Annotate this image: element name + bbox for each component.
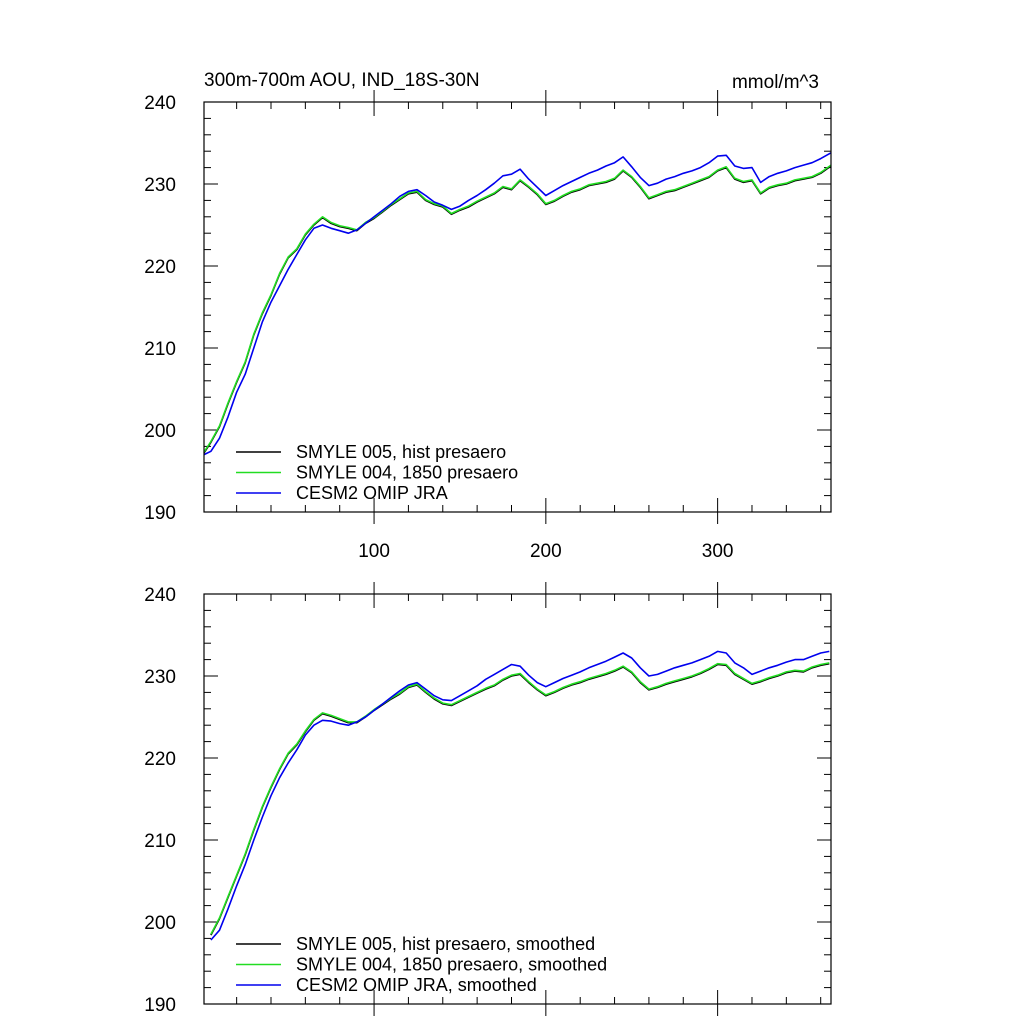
x-tick-label: 200 <box>530 541 562 562</box>
top-plot-frame <box>203 101 832 513</box>
y-tick-label: 190 <box>144 503 176 524</box>
y-tick-label: 230 <box>144 667 176 688</box>
legend-label: SMYLE 005, hist presaero, smoothed <box>296 934 595 954</box>
series-line-2 <box>210 650 830 941</box>
y-tick-label: 200 <box>144 913 176 934</box>
bottom-panel: 190 200 210 220 230 240 SMYLE 005, hist presa… <box>144 582 832 1016</box>
series-line-1 <box>203 164 832 453</box>
series-line-1 <box>210 662 830 935</box>
y-tick-label: 230 <box>144 175 176 196</box>
legend-label: SMYLE 005, hist presaero <box>296 442 506 462</box>
top-chart-title: 300m-700m AOU, IND_18S-30N <box>204 70 480 91</box>
bottom-plot-frame <box>203 593 832 1005</box>
y-tick-label: 210 <box>144 831 176 852</box>
top-axis-ticks: 190 200 210 220 230 240 100 200 300 <box>144 90 831 562</box>
bottom-legend: SMYLE 005, hist presaero, smoothedSMYLE … <box>236 934 607 995</box>
top-series-lines <box>203 152 832 456</box>
series-line-2 <box>203 152 832 456</box>
legend-label: SMYLE 004, 1850 presaero <box>296 463 518 483</box>
y-tick-label: 210 <box>144 339 176 360</box>
y-tick-label: 240 <box>144 585 176 606</box>
series-line-0 <box>203 165 832 454</box>
legend-label: CESM2 OMIP JRA <box>296 483 448 503</box>
x-tick-label: 300 <box>702 541 734 562</box>
y-tick-label: 190 <box>144 995 176 1016</box>
series-line-0 <box>210 662 830 936</box>
y-tick-label: 200 <box>144 421 176 442</box>
legend-label: CESM2 OMIP JRA, smoothed <box>296 975 537 995</box>
bottom-series-lines <box>210 650 830 941</box>
top-chart-units: mmol/m^3 <box>732 72 819 93</box>
y-tick-label: 220 <box>144 257 176 278</box>
top-panel: 300m-700m AOU, IND_18S-30N mmol/m^3 190 2… <box>144 70 832 562</box>
legend-label: SMYLE 004, 1850 presaero, smoothed <box>296 955 607 975</box>
y-tick-label: 220 <box>144 749 176 770</box>
y-tick-label: 240 <box>144 93 176 114</box>
x-tick-label: 100 <box>358 541 390 562</box>
